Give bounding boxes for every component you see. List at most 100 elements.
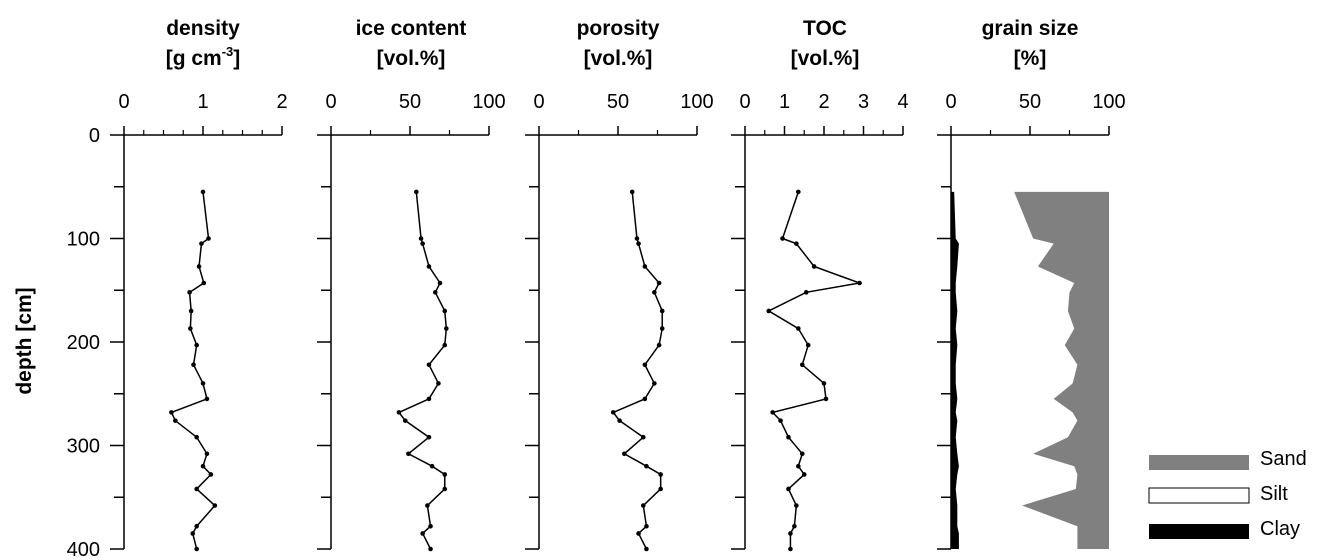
data-point-porosity xyxy=(617,418,622,423)
data-point-density xyxy=(188,326,193,331)
x-tick-label-toc-4: 4 xyxy=(897,91,908,113)
data-point-porosity xyxy=(659,308,665,314)
legend-swatch-silt xyxy=(1148,487,1250,504)
data-point-density xyxy=(204,396,210,402)
unit-end: ] xyxy=(233,47,240,70)
data-point-density xyxy=(200,463,206,469)
x-tick-label-toc-1: 1 xyxy=(779,91,790,113)
data-point-toc xyxy=(857,280,862,286)
panel-ice-content: ice content [vol.%] xyxy=(356,17,467,70)
data-point-ice-content xyxy=(418,236,424,241)
data-point-ice-content xyxy=(428,523,433,529)
panel-porosity: porosity [vol.%] xyxy=(577,17,660,70)
data-point-density xyxy=(199,241,204,246)
data-point-density xyxy=(173,418,178,423)
data-point-toc xyxy=(786,486,791,492)
clay-area xyxy=(951,191,959,550)
data-point-density xyxy=(194,546,199,552)
sand-area xyxy=(1014,191,1109,550)
data-point-toc xyxy=(801,472,807,477)
data-point-ice-content xyxy=(420,531,425,536)
data-point-ice-content xyxy=(436,381,441,386)
data-point-toc xyxy=(796,463,801,469)
legend-label-silt: Silt xyxy=(1260,483,1288,505)
data-point-density xyxy=(212,503,218,508)
data-point-porosity xyxy=(634,236,640,241)
data-point-porosity xyxy=(636,531,641,536)
data-point-toc xyxy=(780,236,785,241)
data-point-porosity xyxy=(636,241,641,246)
panel-unit-toc: [vol.%] xyxy=(791,47,860,70)
data-point-ice-content xyxy=(426,434,432,440)
x-tick-label-ice-content-0: 0 xyxy=(325,91,336,113)
legend: Sand Silt Clay xyxy=(1148,448,1307,540)
panel-unit-grain-size: [%] xyxy=(1014,47,1047,70)
data-point-density xyxy=(188,308,194,314)
panel-title-ice-content: ice content xyxy=(356,17,467,40)
data-point-toc xyxy=(799,451,805,457)
data-point-porosity xyxy=(644,463,649,469)
data-point-ice-content xyxy=(420,241,425,246)
data-point-ice-content xyxy=(437,280,443,286)
panel-title-grain-size: grain size xyxy=(982,17,1079,40)
data-point-density xyxy=(194,486,199,492)
data-point-porosity xyxy=(658,472,663,477)
data-point-porosity xyxy=(644,523,649,529)
data-point-ice-content xyxy=(426,362,432,368)
y-tick-label-400: 400 xyxy=(67,539,100,560)
data-point-porosity xyxy=(652,290,657,295)
data-point-density xyxy=(206,236,211,241)
data-point-toc xyxy=(766,308,771,314)
legend-label-sand: Sand xyxy=(1260,448,1307,470)
data-point-ice-content xyxy=(442,342,448,348)
x-tick-label-grain-size-50: 50 xyxy=(1019,91,1041,113)
panel-density: density [g cm-3] xyxy=(166,17,241,70)
data-point-density xyxy=(208,472,214,477)
data-point-ice-content xyxy=(425,503,430,508)
x-tick-label-grain-size-0: 0 xyxy=(945,91,956,113)
y-axis-label: depth [cm] xyxy=(13,287,36,394)
profile-line-density xyxy=(170,191,216,550)
data-point-ice-content xyxy=(402,418,408,423)
data-point-porosity xyxy=(640,503,646,508)
x-tick-label-density-1: 1 xyxy=(197,91,208,113)
data-point-porosity xyxy=(658,486,663,492)
data-point-ice-content xyxy=(396,410,402,415)
data-point-toc xyxy=(794,503,799,508)
panel-title-toc: TOC xyxy=(803,17,847,40)
data-point-density xyxy=(190,531,196,536)
data-point-density xyxy=(191,362,196,368)
data-point-toc xyxy=(796,189,801,195)
data-point-ice-content xyxy=(406,451,411,457)
data-point-ice-content xyxy=(442,472,448,477)
x-tick-label-ice-content-50: 50 xyxy=(399,91,421,113)
data-point-porosity xyxy=(659,326,665,331)
panel-title-porosity: porosity xyxy=(577,17,660,40)
data-point-density xyxy=(169,410,174,415)
x-tick-label-toc-2: 2 xyxy=(818,91,829,113)
unit-superscript: -3 xyxy=(222,44,234,59)
panel-unit-ice-content: [vol.%] xyxy=(377,47,446,70)
data-point-ice-content xyxy=(444,326,449,331)
data-point-porosity xyxy=(629,189,635,195)
data-point-ice-content xyxy=(426,264,432,269)
data-point-toc xyxy=(823,396,829,402)
data-point-porosity xyxy=(644,546,649,552)
data-point-toc xyxy=(786,434,791,440)
x-tick-label-porosity-50: 50 xyxy=(607,91,629,113)
x-tick-label-ice-content-100: 100 xyxy=(472,91,505,113)
x-tick-label-toc-3: 3 xyxy=(858,91,869,113)
x-tick-label-porosity-100: 100 xyxy=(680,91,713,113)
data-point-density xyxy=(194,434,199,440)
data-point-density xyxy=(187,290,192,295)
data-point-porosity xyxy=(656,342,662,348)
data-point-porosity xyxy=(656,280,662,286)
data-point-toc xyxy=(799,362,805,368)
x-tick-label-grain-size-100: 100 xyxy=(1092,91,1125,113)
data-point-toc xyxy=(788,546,793,552)
data-point-toc xyxy=(794,241,799,246)
data-point-ice-content xyxy=(442,308,448,314)
panel-grain-size: grain size [%] xyxy=(982,17,1079,70)
x-tick-label-density-0: 0 xyxy=(118,91,129,113)
data-point-porosity xyxy=(652,381,657,386)
